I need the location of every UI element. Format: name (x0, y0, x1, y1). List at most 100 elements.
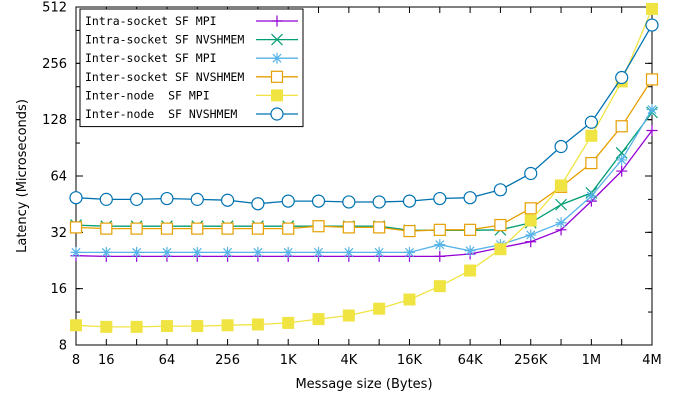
data-point (646, 2, 658, 15)
data-point (100, 246, 112, 258)
data-point (220, 193, 235, 207)
data-point (343, 246, 355, 258)
data-point (70, 319, 82, 332)
data-point (464, 264, 477, 277)
x-tick-label: 64K (458, 353, 484, 368)
data-point (403, 246, 415, 258)
data-point (282, 246, 294, 258)
data-point (616, 154, 628, 166)
data-point (221, 319, 234, 332)
data-point (615, 120, 628, 133)
data-point (282, 222, 295, 235)
series-5 (69, 18, 659, 211)
data-point (252, 246, 264, 258)
y-tick-label: 128 (42, 113, 67, 128)
data-point (251, 222, 264, 235)
data-point (251, 197, 265, 211)
data-point (433, 223, 446, 236)
data-point (99, 192, 113, 206)
x-tick-label: 1K (280, 353, 297, 368)
data-point (403, 224, 416, 238)
data-point (100, 320, 113, 333)
data-point (373, 221, 386, 234)
data-point (222, 246, 234, 258)
x-tick-label: 8 (72, 353, 80, 368)
data-point (555, 179, 568, 192)
data-point (434, 250, 446, 262)
y-tick-label: 256 (42, 57, 67, 72)
data-point (463, 191, 477, 205)
y-tick-label: 64 (50, 170, 67, 185)
y-tick-label: 512 (42, 1, 67, 16)
data-point (464, 223, 477, 236)
series-line (75, 112, 653, 231)
x-tick-label: 64 (159, 353, 176, 368)
data-point (271, 52, 283, 64)
data-point (271, 33, 283, 46)
x-axis-ticks: 8 16 64 256 1K 4K 16K 64K 256K 1M 4M (72, 7, 662, 368)
data-point (616, 165, 628, 177)
data-point (433, 191, 447, 206)
data-point (555, 217, 567, 229)
data-point (251, 318, 264, 331)
legend-entry-label: Inter-socket SF NVSHMEM (85, 70, 244, 84)
data-point (342, 309, 355, 322)
data-point (494, 218, 507, 232)
series-3 (69, 73, 659, 238)
x-tick-label: 1M (582, 353, 602, 368)
y-axis-ticks: 8 16 32 64 128 256 512 (42, 1, 652, 354)
x-tick-label: 16 (98, 353, 115, 368)
data-point (69, 221, 83, 234)
data-point (373, 302, 386, 315)
series-2 (70, 104, 658, 258)
data-point (282, 316, 295, 329)
data-point (100, 222, 113, 235)
data-point (524, 166, 538, 181)
data-point (585, 157, 598, 170)
series-layer (69, 2, 659, 333)
data-point (130, 320, 143, 333)
data-point (312, 313, 325, 326)
data-point (190, 192, 204, 206)
data-point (221, 222, 234, 235)
data-point (342, 221, 355, 234)
data-point (342, 195, 356, 209)
data-point (493, 183, 508, 197)
legend-entry-label: Inter-node SF MPI (85, 88, 210, 102)
data-point (402, 194, 417, 208)
series-0 (70, 125, 658, 262)
data-point (373, 246, 385, 258)
data-point (525, 229, 537, 241)
data-point (271, 89, 283, 102)
data-point (131, 246, 143, 258)
data-point (372, 195, 386, 209)
data-point (160, 222, 174, 235)
data-point (191, 246, 203, 258)
data-point (271, 15, 283, 27)
x-axis-label: Message size (Bytes) (295, 377, 432, 392)
y-axis-label: Latency (Microseconds) (15, 99, 30, 253)
x-tick-label: 256 (215, 353, 240, 368)
data-point (645, 18, 659, 32)
legend-entry-label: Intra-socket SF MPI (85, 14, 217, 28)
data-point (554, 139, 568, 154)
data-point (585, 190, 597, 202)
data-point (311, 194, 326, 208)
data-point (313, 246, 325, 258)
legend-entry-label: Inter-socket SF MPI (85, 51, 217, 65)
data-point (130, 222, 143, 235)
legend-box (79, 8, 304, 128)
x-tick-label: 4K (340, 353, 357, 368)
data-point (555, 198, 567, 211)
legend-entry-label: Inter-node SF NVSHMEM (85, 107, 237, 121)
data-point (646, 104, 658, 116)
data-point (434, 239, 446, 251)
y-tick-label: 8 (59, 339, 67, 354)
series-4 (70, 2, 658, 333)
data-point (191, 320, 204, 333)
data-point (160, 191, 174, 206)
data-point (191, 222, 204, 235)
data-point (161, 246, 173, 258)
data-point (312, 220, 325, 233)
